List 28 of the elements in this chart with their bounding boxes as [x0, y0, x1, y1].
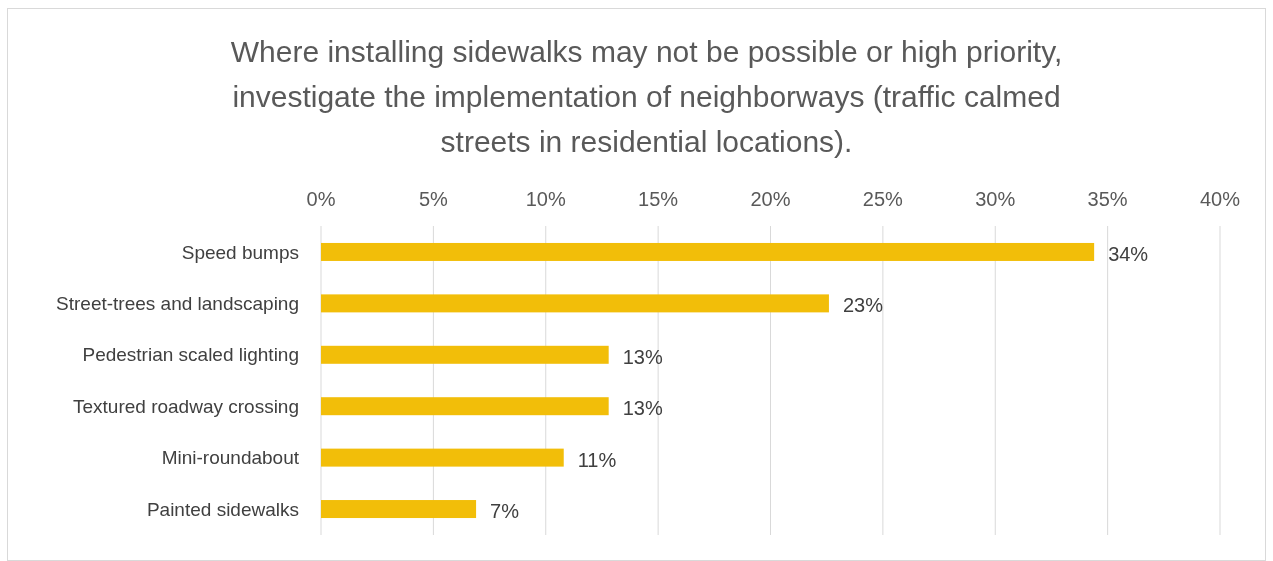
x-tick-label: 35% [1087, 188, 1128, 210]
x-tick-label: 5% [418, 188, 449, 210]
y-tick-label: Pedestrian scaled lighting [82, 344, 299, 366]
x-tick-label: 10% [525, 188, 566, 210]
x-tick-label: 30% [975, 188, 1016, 210]
bar [321, 448, 564, 467]
chart-title: Where installing sidewalks may not be possible or high priority, investigate the implementation of neighborways (traffic calmed streets in residential locations). [230, 35, 1063, 158]
bar [321, 242, 1095, 261]
y-tick-label: Speed bumps [181, 241, 299, 263]
y-tick-label: Painted sidewalks [146, 498, 299, 520]
bar [321, 294, 829, 313]
bar [321, 397, 609, 416]
x-tick-label: 15% [638, 188, 679, 210]
y-tick-label: Mini-roundabout [161, 447, 300, 469]
bar [321, 500, 477, 519]
y-tick-label: Textured roadway crossing [73, 395, 299, 417]
data-label: 23% [842, 294, 884, 317]
x-tick-label: 25% [862, 188, 904, 210]
data-label: 13% [622, 345, 663, 368]
bar [321, 345, 609, 364]
data-label: 13% [622, 397, 663, 420]
y-tick-label: Street-trees and landscaping [56, 293, 299, 315]
data-label: 34% [1108, 242, 1149, 265]
data-label: 7% [490, 500, 520, 523]
data-label: 11% [577, 448, 617, 471]
x-tick-label: 40% [1199, 188, 1241, 210]
x-tick-label: 0% [306, 188, 336, 210]
x-tick-label: 20% [750, 188, 791, 210]
